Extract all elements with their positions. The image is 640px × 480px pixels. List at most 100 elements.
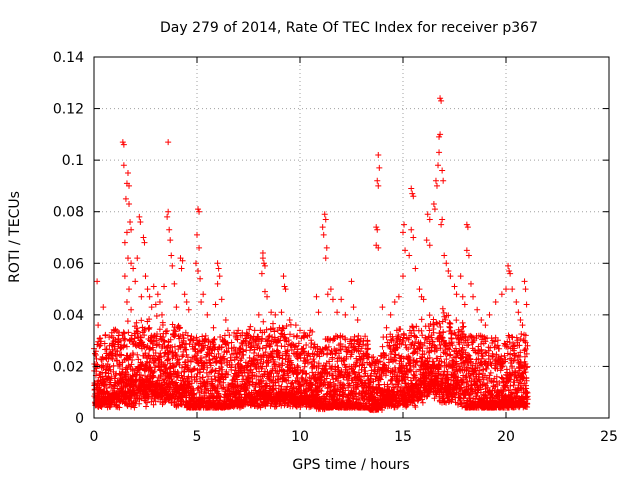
roti-point — [166, 226, 173, 233]
roti-point — [259, 249, 266, 256]
roti-point — [503, 286, 509, 293]
roti-point — [258, 270, 265, 277]
roti-point — [137, 219, 144, 226]
roti-point — [426, 216, 433, 223]
roti-point — [292, 322, 299, 329]
roti-point — [313, 293, 320, 300]
roti-point — [128, 226, 135, 233]
roti-point — [437, 131, 444, 138]
roti-point — [439, 216, 446, 223]
roti-point — [324, 291, 331, 298]
roti-point — [513, 298, 520, 305]
roti-point — [120, 141, 127, 148]
roti-point — [474, 306, 481, 313]
roti-point — [486, 311, 493, 318]
roti-point — [379, 304, 386, 311]
roti-point — [467, 280, 474, 287]
roti-point — [464, 224, 471, 231]
roti-point — [505, 262, 512, 269]
roti-point — [322, 216, 329, 223]
roti-point — [436, 133, 443, 140]
roti-point — [315, 309, 322, 316]
roti-point — [375, 244, 382, 251]
roti-point — [148, 304, 155, 311]
roti-point — [169, 262, 176, 269]
roti-point — [278, 309, 285, 316]
roti-point — [521, 278, 528, 285]
roti-point — [165, 208, 172, 215]
roti-point — [375, 151, 382, 158]
roti-point — [435, 162, 442, 169]
roti-point — [259, 255, 266, 262]
roti-point — [115, 332, 122, 339]
roti-point — [400, 229, 406, 236]
roti-point — [426, 242, 433, 249]
roti-point — [286, 317, 293, 324]
y-tick-label: 0.08 — [53, 205, 84, 221]
roti-point — [420, 296, 427, 303]
roti-point — [123, 298, 130, 305]
x-tick-label: 0 — [90, 429, 99, 445]
roti-point — [94, 278, 101, 285]
roti-point — [410, 234, 417, 241]
roti-point — [243, 332, 250, 339]
roti-point — [212, 301, 219, 308]
roti-point — [144, 286, 151, 293]
roti-point — [329, 296, 336, 303]
y-tick-label: 0.06 — [53, 256, 84, 272]
roti-point — [517, 317, 524, 324]
y-axis-label: ROTI / TECUs — [7, 191, 23, 283]
roti-point — [173, 304, 180, 311]
roti-point — [156, 298, 163, 305]
roti-point — [260, 260, 267, 267]
roti-point — [376, 164, 383, 171]
roti-point — [214, 280, 221, 287]
roti-point — [406, 252, 413, 259]
roti-point — [251, 327, 258, 334]
data-points — [91, 95, 531, 414]
roti-point — [430, 200, 437, 207]
roti-point — [168, 252, 175, 259]
roti-point — [515, 309, 522, 316]
roti-point — [319, 224, 326, 231]
x-tick-label: 25 — [600, 429, 618, 445]
roti-point — [348, 278, 355, 285]
roti-point — [264, 293, 271, 300]
roti-point — [126, 182, 133, 189]
roti-point — [95, 322, 102, 329]
roti-point — [374, 226, 381, 233]
roti-point — [164, 213, 171, 220]
y-tick-label: 0.14 — [53, 50, 84, 66]
roti-point — [432, 177, 439, 184]
y-tick-label: 0 — [75, 411, 84, 427]
roti-point — [438, 221, 445, 228]
roti-point — [261, 262, 268, 269]
roti-point — [301, 329, 308, 336]
roti-point — [465, 252, 472, 259]
roti-point — [214, 260, 221, 267]
roti-point — [128, 260, 135, 267]
roti-point — [443, 260, 450, 267]
roti-point — [387, 311, 394, 318]
roti-point — [492, 298, 499, 305]
roti-point — [322, 255, 329, 262]
roti-point — [124, 170, 131, 177]
roti-point — [215, 265, 222, 272]
roti-point — [124, 255, 131, 262]
plot-frame — [93, 56, 610, 419]
roti-point — [121, 239, 128, 246]
roti-point — [470, 293, 477, 300]
roti-point — [440, 177, 447, 184]
roti-point — [222, 317, 229, 324]
roti-point — [122, 195, 129, 202]
roti-point — [183, 298, 190, 305]
roti-point — [103, 350, 110, 357]
roti-point — [410, 193, 417, 200]
roti-point — [478, 317, 485, 324]
roti-point — [506, 268, 513, 275]
roti-point — [189, 337, 196, 344]
roti-point — [408, 185, 415, 192]
roti-point — [459, 293, 466, 300]
roti-point — [185, 306, 192, 313]
